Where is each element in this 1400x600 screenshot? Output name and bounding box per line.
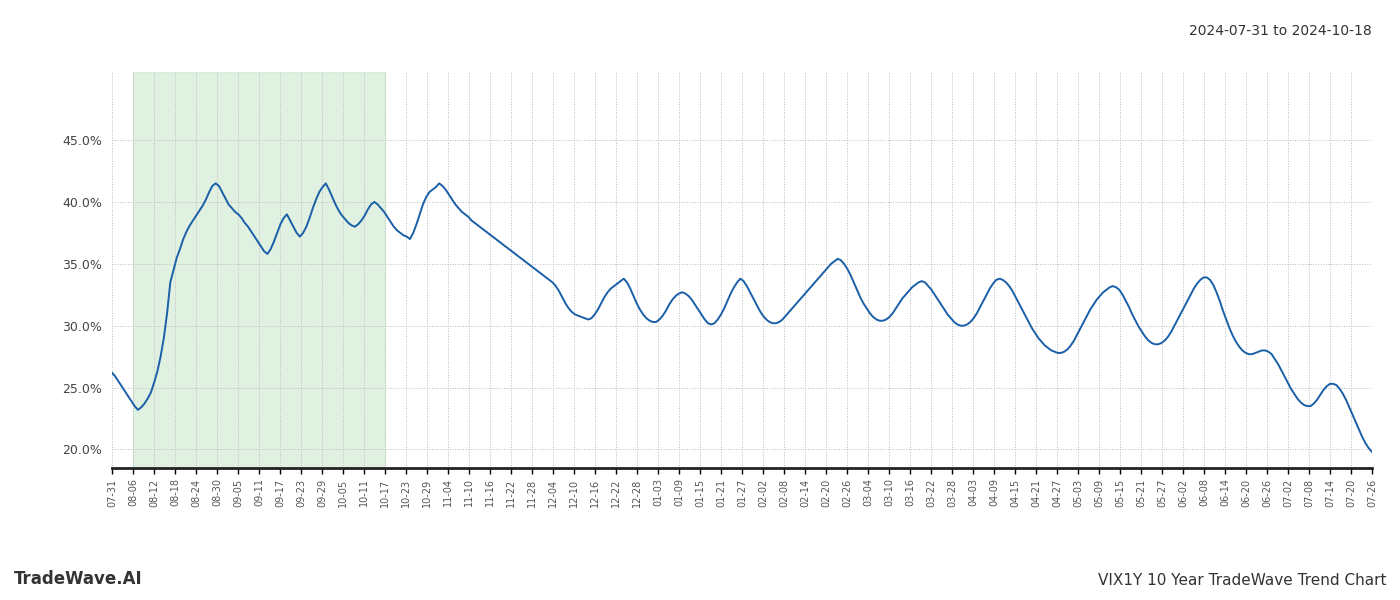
- Bar: [133, 72, 385, 468]
- Text: TradeWave.AI: TradeWave.AI: [14, 570, 143, 588]
- Text: VIX1Y 10 Year TradeWave Trend Chart: VIX1Y 10 Year TradeWave Trend Chart: [1098, 573, 1386, 588]
- Text: 2024-07-31 to 2024-10-18: 2024-07-31 to 2024-10-18: [1189, 24, 1372, 38]
